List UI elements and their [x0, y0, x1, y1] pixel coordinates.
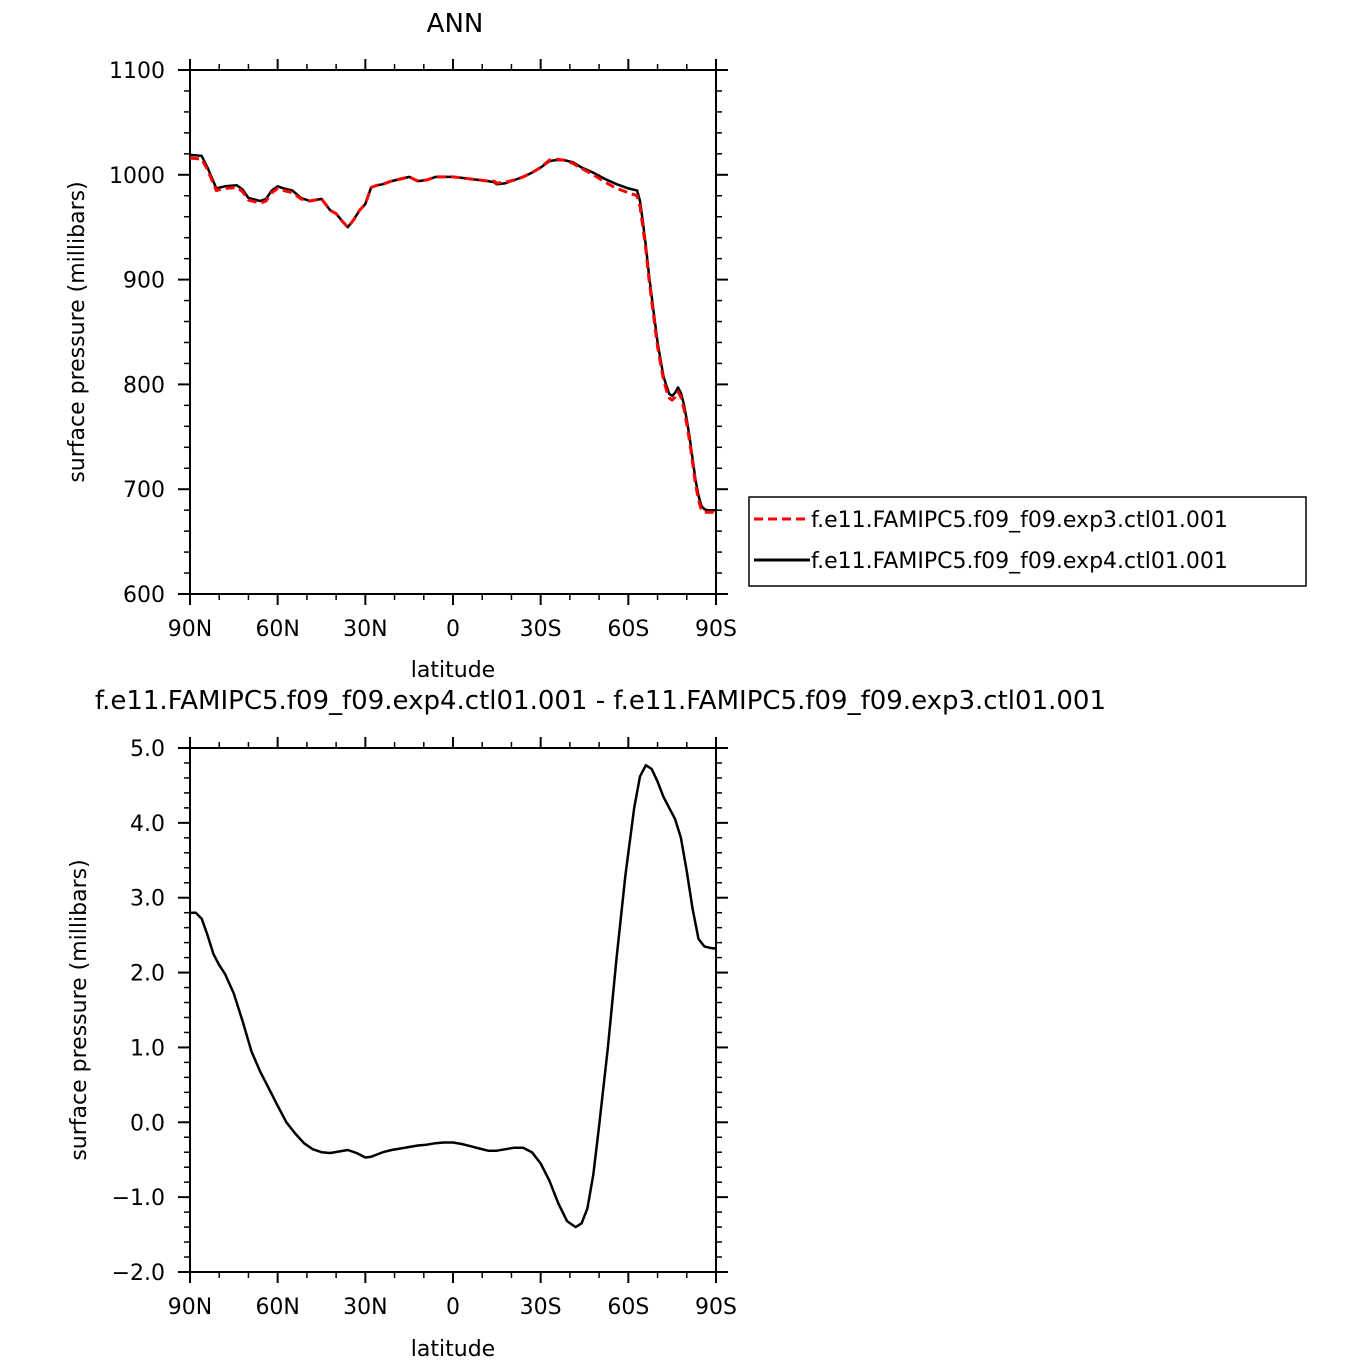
y-tick-label: 1100 — [109, 59, 165, 84]
x-tick-label: 0 — [446, 1295, 460, 1320]
y-tick-label: 1.0 — [130, 1036, 165, 1061]
y-tick-label: 1000 — [109, 164, 165, 189]
series-lines — [189, 153, 716, 514]
plot-frame — [189, 747, 717, 1273]
chart-panel-mean: ANN 90N 60N 30N 0 30S 60S 90S 600 700 800 900 1000 1… — [65, 9, 1307, 683]
y-tick-label: 800 — [123, 373, 165, 398]
y-tick-label: 600 — [123, 583, 165, 608]
series-line-2 — [189, 153, 716, 512]
legend-entry-exp3: f.e11.FAMIPC5.f09_f09.exp3.ctl01.001 — [811, 508, 1228, 533]
chart-panel-difference: f.e11.FAMIPC5.f09_f09.exp4.ctl01.001 - f… — [67, 686, 1106, 1362]
y-axis-label: surface pressure (millibars) — [67, 859, 92, 1160]
legend-entry-exp4: f.e11.FAMIPC5.f09_f09.exp4.ctl01.001 — [811, 549, 1228, 574]
y-tick-label: −2.0 — [112, 1261, 165, 1286]
x-axis-label: latitude — [411, 1337, 495, 1362]
plot-frame — [189, 69, 717, 595]
x-tick-label: 30S — [520, 1295, 562, 1320]
x-tick-label: 90N — [168, 617, 212, 642]
y-tick-label: −1.0 — [112, 1186, 165, 1211]
y-axis-label: surface pressure (millibars) — [65, 181, 90, 482]
y-tick-label: 2.0 — [130, 962, 165, 987]
axis-tick-labels: 90N 60N 30N 0 30S 60S 90S 600 700 800 900 1000 1100 — [109, 59, 737, 642]
x-tick-label: 60N — [255, 1295, 299, 1320]
x-axis-label: latitude — [411, 658, 495, 683]
x-tick-label: 30N — [343, 617, 387, 642]
y-tick-label: 4.0 — [130, 812, 165, 837]
x-tick-label: 90N — [168, 1295, 212, 1320]
x-tick-label: 60S — [607, 1295, 649, 1320]
x-tick-label: 0 — [446, 617, 460, 642]
y-tick-label: 0.0 — [130, 1111, 165, 1136]
x-tick-label: 30N — [343, 1295, 387, 1320]
x-tick-label: 30S — [520, 617, 562, 642]
difference-title: f.e11.FAMIPC5.f09_f09.exp4.ctl01.001 - f… — [95, 686, 1106, 716]
series-line-1 — [190, 763, 717, 1229]
axis-tick-labels: 90N 60N 30N 0 30S 60S 90S −2.0 −1.0 0.0 1.0 2.0 3.0 4… — [112, 737, 737, 1320]
y-tick-label: 700 — [123, 478, 165, 503]
y-tick-label: 5.0 — [130, 737, 165, 762]
axis-ticks — [178, 737, 728, 1283]
chart-title: ANN — [427, 9, 484, 39]
series-lines — [190, 763, 717, 1229]
x-tick-label: 90S — [695, 617, 737, 642]
legend-box — [748, 496, 1307, 587]
axis-ticks — [178, 59, 728, 605]
series-line-1 — [189, 156, 716, 514]
legend: f.e11.FAMIPC5.f09_f09.exp3.ctl01.001 f.e… — [748, 496, 1307, 587]
x-tick-label: 90S — [695, 1295, 737, 1320]
x-tick-label: 60N — [255, 617, 299, 642]
y-tick-label: 3.0 — [130, 887, 165, 912]
x-tick-label: 60S — [607, 617, 649, 642]
y-tick-label: 900 — [123, 269, 165, 294]
